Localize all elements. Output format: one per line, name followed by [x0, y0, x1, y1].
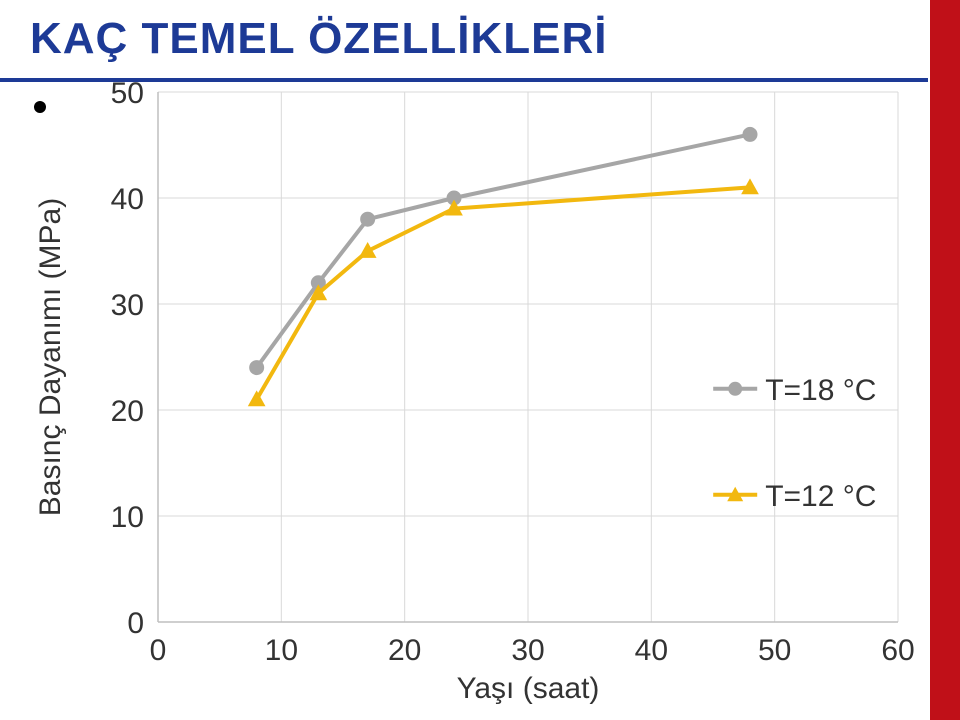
strength-age-chart: 0 10 20 30 40 50 60 0 10 20 30 40 50 Yaşı (saat) Basın… — [18, 82, 918, 712]
x-tick-label: 30 — [511, 634, 544, 667]
x-tick-label: 60 — [881, 634, 914, 667]
legend-label-series-t18c: T=18 °C — [765, 374, 876, 407]
series-t18c-marker — [743, 127, 757, 141]
y-tick-label: 30 — [111, 289, 144, 322]
x-tick-label: 50 — [758, 634, 791, 667]
side-accent-bar — [930, 0, 960, 720]
series-t18c-marker — [250, 361, 264, 375]
slide-title: KAÇ TEMEL ÖZELLİKLERİ — [30, 14, 608, 64]
x-tick-label: 40 — [635, 634, 668, 667]
page-root: KAÇ TEMEL ÖZELLİKLERİ 0 10 20 30 40 50 60 0 10 20… — [0, 0, 960, 720]
y-tick-label: 10 — [111, 501, 144, 534]
chart-container: 0 10 20 30 40 50 60 0 10 20 30 40 50 Yaşı (saat) Basın… — [18, 82, 918, 712]
legend-label-series-t12c: T=12 °C — [765, 480, 876, 513]
y-tick-label: 20 — [111, 395, 144, 428]
y-tick-label: 50 — [111, 82, 144, 110]
x-tick-label: 10 — [265, 634, 298, 667]
y-tick-label: 0 — [127, 607, 144, 640]
x-axis-label: Yaşı (saat) — [457, 672, 600, 705]
x-tick-label: 0 — [150, 634, 167, 667]
y-axis-label: Basınç Dayanımı (MPa) — [34, 198, 67, 516]
x-tick-label: 20 — [388, 634, 421, 667]
y-tick-label: 40 — [111, 183, 144, 216]
series-t18c-marker — [361, 212, 375, 226]
